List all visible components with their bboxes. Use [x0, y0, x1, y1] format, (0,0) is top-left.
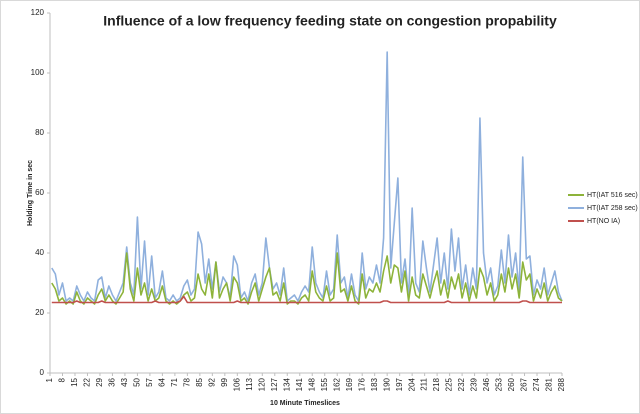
- x-tick-label: 43: [120, 377, 129, 386]
- x-tick-label: 15: [70, 377, 79, 386]
- legend-label: HT(IAT 516 sec): [587, 192, 638, 199]
- series-line: [51, 295, 562, 304]
- x-tick-label: 99: [220, 377, 229, 386]
- x-tick-label: 8: [58, 377, 67, 382]
- x-tick-label: 232: [457, 377, 466, 391]
- legend-label: HT(NO IA): [587, 218, 620, 225]
- x-tick-label: 113: [245, 377, 254, 390]
- x-tick-label: 92: [207, 377, 216, 386]
- legend-label: HT(IAT 258 sec): [587, 205, 638, 212]
- x-tick-label: 141: [295, 377, 304, 391]
- x-tick-label: 85: [195, 377, 204, 386]
- x-tick-label: 288: [557, 377, 566, 391]
- x-tick-label: 281: [545, 377, 554, 391]
- x-tick-label: 190: [382, 377, 391, 391]
- y-tick-label: 60: [35, 188, 44, 197]
- x-tick-label: 225: [445, 377, 454, 391]
- x-tick-label: 106: [232, 377, 241, 391]
- x-tick-label: 22: [83, 377, 92, 386]
- y-tick-label: 40: [35, 248, 44, 257]
- x-tick-label: 50: [133, 377, 142, 386]
- series-line: [51, 252, 563, 305]
- x-tick-label: 148: [307, 377, 316, 391]
- x-tick-label: 204: [407, 377, 416, 391]
- y-tick-label: 0: [40, 368, 45, 377]
- y-tick-label: 80: [35, 128, 44, 137]
- x-tick-label: 127: [270, 377, 279, 391]
- x-tick-label: 239: [470, 377, 479, 391]
- x-tick-label: 183: [370, 377, 379, 391]
- y-tick-label: 20: [35, 308, 44, 317]
- x-tick-label: 71: [170, 377, 179, 386]
- x-axis-label: 10 Minute Timeslices: [270, 400, 340, 407]
- x-tick-label: 78: [182, 377, 191, 386]
- x-tick-label: 29: [95, 377, 104, 386]
- y-axis-label: Holding Time in sec: [27, 160, 34, 226]
- x-tick-label: 134: [282, 377, 291, 391]
- y-tick-label: 100: [31, 68, 45, 77]
- x-tick-label: 176: [357, 377, 366, 391]
- series-line: [51, 51, 563, 302]
- x-tick-label: 162: [332, 377, 341, 391]
- x-tick-label: 197: [395, 377, 404, 391]
- x-tick-label: 155: [320, 377, 329, 391]
- x-tick-label: 64: [157, 377, 166, 386]
- x-tick-label: 218: [432, 377, 441, 391]
- x-tick-label: 274: [532, 377, 541, 391]
- x-tick-label: 246: [482, 377, 491, 391]
- x-tick-label: 260: [507, 377, 516, 391]
- x-tick-label: 211: [420, 377, 429, 390]
- x-tick-label: 1: [45, 377, 54, 382]
- chart-title: Influence of a low frequency feeding sta…: [103, 13, 557, 29]
- x-tick-label: 267: [520, 377, 529, 391]
- x-tick-label: 57: [145, 377, 154, 386]
- x-tick-label: 36: [108, 377, 117, 386]
- x-tick-label: 253: [495, 377, 504, 391]
- y-tick-label: 120: [31, 8, 45, 17]
- x-tick-label: 120: [257, 377, 266, 391]
- x-tick-label: 169: [345, 377, 354, 391]
